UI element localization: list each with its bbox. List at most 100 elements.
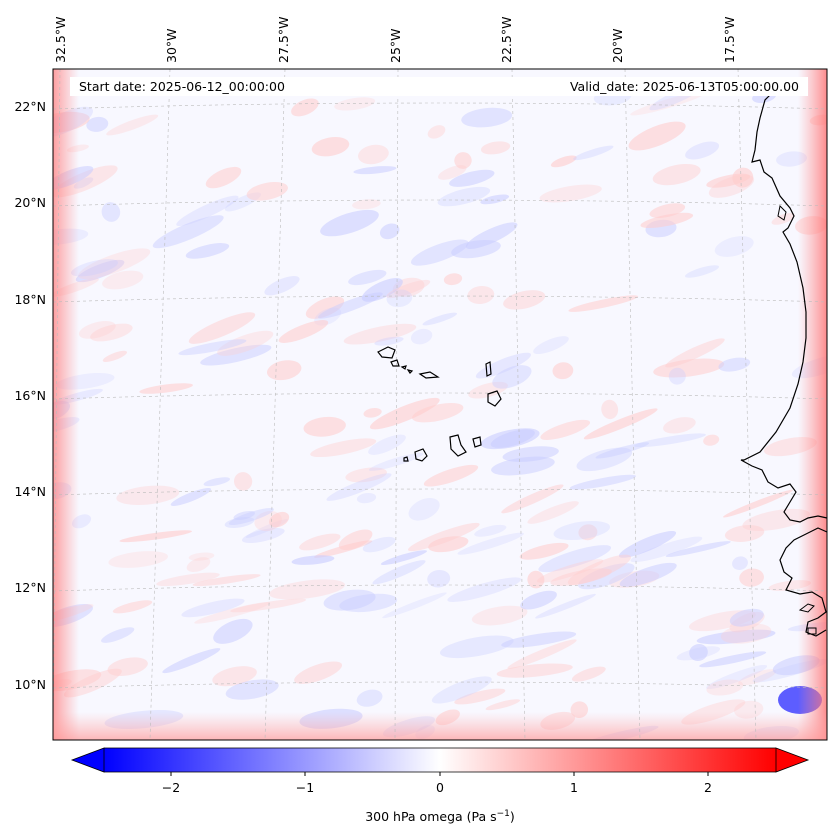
omega-patch [640, 212, 694, 228]
omega-patch [550, 155, 577, 168]
omega-patch [291, 98, 319, 117]
lat-label: 16°N [14, 388, 46, 403]
omega-patch [181, 598, 245, 618]
omega-patch [706, 679, 744, 696]
omega-patch [70, 259, 119, 277]
omega-patch [86, 116, 109, 132]
omega-patch [119, 530, 192, 543]
omega-patch [278, 320, 329, 343]
lon-label: 30°W [164, 28, 179, 63]
omega-patch [422, 312, 458, 326]
omega-patch [520, 590, 557, 610]
omega-patch [368, 434, 406, 455]
lat-label: 12°N [14, 580, 46, 595]
lon-label: 20°W [610, 28, 625, 63]
omega-patch [156, 572, 220, 587]
omega-patch [706, 664, 768, 689]
latitude-gridline [53, 584, 827, 592]
start-date-label: Start date: 2025-06-12_00:00:00 [79, 79, 285, 94]
colorbar-tick-label: −2 [162, 780, 180, 795]
omega-patch [233, 510, 255, 521]
omega-patch [423, 464, 479, 487]
omega-patch [540, 419, 591, 440]
colorbar-label-text: 300 hPa omega (Pa s [365, 809, 496, 824]
omega-patch [246, 181, 288, 201]
omega-patch [571, 666, 606, 682]
omega-patch [502, 446, 559, 462]
colorbar-gradient [104, 748, 776, 772]
map-panel: Start date: 2025-06-12_00:00:00 Valid_da… [52, 68, 828, 741]
omega-patch [90, 323, 133, 342]
omega-patch [665, 541, 731, 557]
omega-patch [170, 488, 212, 506]
omega-patch [407, 522, 480, 552]
omega-patch [412, 403, 464, 423]
africa-coastline-south [779, 527, 828, 637]
omega-patch [601, 399, 619, 420]
omega-patch [732, 556, 748, 571]
omega-patch [720, 623, 772, 644]
omega-patch [553, 520, 611, 541]
africa-coastline [740, 94, 828, 523]
omega-patch [742, 508, 810, 531]
omega-patch [338, 529, 373, 551]
omega-patch [348, 269, 387, 286]
colorbar-tick-label: 1 [570, 780, 578, 795]
omega-patch [550, 568, 612, 586]
omega-patch [291, 555, 335, 565]
longitude-gridline [264, 69, 286, 740]
omega-patch [665, 338, 725, 368]
omega-patch [233, 472, 253, 491]
omega-patch [102, 350, 128, 362]
latitude-gridline [53, 488, 827, 496]
omega-patch [471, 605, 528, 626]
omega-patch [305, 296, 345, 319]
longitude-gridline [149, 69, 171, 740]
omega-patch [454, 152, 472, 169]
omega-patch [449, 169, 495, 187]
omega-patch [714, 236, 754, 257]
omega-patch [362, 536, 396, 553]
omega-patch [440, 635, 514, 659]
colorbar-tick-label: 0 [436, 780, 444, 795]
omega-patch [496, 663, 573, 678]
omega-patch [552, 362, 574, 380]
omega-patch [703, 434, 720, 446]
omega-patch [501, 484, 564, 514]
omega-patch [652, 163, 701, 186]
coast-inlet-detail [777, 204, 787, 221]
omega-patch [372, 560, 426, 585]
omega-patch [689, 644, 708, 661]
africa-bay-detail [798, 603, 817, 635]
omega-patch [573, 145, 614, 161]
omega-patch [326, 473, 392, 501]
omega-patch [101, 627, 135, 643]
omega-patch [491, 456, 555, 476]
omega-patch [176, 195, 239, 226]
colorbar-label: 300 hPa omega (Pa s−1) [365, 809, 515, 824]
omega-patch [527, 501, 579, 524]
colorbar: −2 −1 0 1 2 300 hPa omega (Pa s−1) [70, 747, 810, 824]
omega-patch [724, 525, 765, 542]
omega-patch [217, 330, 274, 356]
omega-patch [567, 554, 632, 586]
omega-patch [78, 321, 116, 339]
omega-patch [468, 381, 508, 399]
omega-patch [112, 600, 153, 614]
boundary-band-bottom [53, 712, 827, 740]
omega-patch [294, 661, 343, 684]
cape-verde-islands [377, 346, 502, 462]
omega-patch [535, 593, 596, 619]
longitude-labels: 32.5°W 30°W 27.5°W 25°W 22.5°W 20°W 17.5… [53, 17, 737, 63]
omega-patch [374, 336, 404, 346]
omega-patch [568, 295, 639, 312]
omega-patch [106, 114, 159, 136]
latitude-gridline [53, 681, 827, 689]
omega-patch [228, 507, 274, 526]
lat-label: 18°N [14, 292, 46, 307]
omega-patch [205, 166, 242, 189]
omega-patch [369, 397, 440, 430]
latitude-gridline [53, 199, 827, 207]
omega-patch [685, 141, 720, 160]
